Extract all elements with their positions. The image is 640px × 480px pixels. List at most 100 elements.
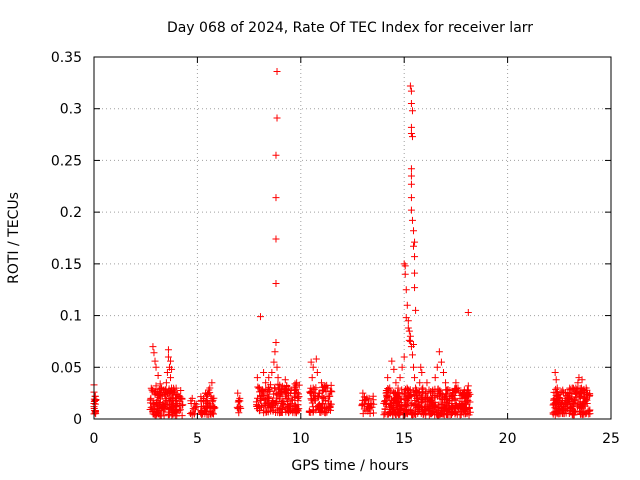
data-point [562,396,570,404]
data-point [406,392,414,400]
data-point [414,403,422,411]
data-point [187,399,195,407]
data-point [260,368,268,376]
data-point [306,388,314,396]
data-point [425,398,433,406]
x-tick-label: 25 [602,431,620,447]
data-point [161,386,169,394]
data-point [308,374,316,382]
data-point [464,382,472,390]
data-point [260,389,268,397]
data-point [439,368,447,376]
data-point [315,389,323,397]
data-point [406,332,414,340]
axis-ticks [93,56,612,420]
data-point [457,410,465,418]
data-point [292,386,300,394]
data-point [462,389,470,397]
data-point [410,242,418,250]
data-point [280,384,288,392]
data-point [578,410,586,418]
data-point [190,410,198,418]
data-point [158,392,166,400]
data-point [408,216,416,224]
data-point [394,389,402,397]
data-points [90,67,594,420]
data-point [154,372,162,380]
data-point [176,402,184,410]
data-point [403,301,411,309]
data-point [557,403,565,411]
data-point [281,403,289,411]
data-point [154,403,162,411]
data-point [322,396,330,404]
data-point [435,348,443,356]
y-tick-label: 0.05 [51,360,82,376]
x-tick-label: 10 [292,431,310,447]
data-point [559,389,567,397]
data-point [431,374,439,382]
data-point [156,380,164,388]
data-point [400,353,408,361]
data-point [433,363,441,371]
data-point [571,396,579,404]
data-point [91,392,99,400]
data-point [262,379,270,387]
data-point [412,384,420,392]
data-point [294,394,302,402]
data-point [410,227,418,235]
data-point [295,405,303,413]
data-point [407,180,415,188]
data-point [552,376,560,384]
data-point [286,389,294,397]
data-point [570,399,578,407]
data-point [464,308,472,316]
data-point [555,394,563,402]
data-point [208,379,216,387]
data-point [327,387,335,395]
data-point [293,379,301,387]
data-point [171,388,179,396]
data-point [411,238,419,246]
data-point [386,384,394,392]
data-point [273,114,281,122]
data-point [397,405,405,413]
data-point [176,406,184,414]
data-point [398,363,406,371]
data-point [448,409,456,417]
data-point [407,123,415,131]
data-point [273,363,281,371]
data-point [451,395,459,403]
data-point [566,394,574,402]
data-point [367,399,375,407]
data-point [576,403,584,411]
data-point [309,363,317,371]
data-point [425,386,433,394]
data-point [325,402,333,410]
data-point [444,386,452,394]
data-point [413,403,421,411]
data-point [453,401,461,409]
data-point [152,363,160,371]
data-point [178,395,186,403]
data-point [310,385,318,393]
data-point [168,384,176,392]
data-point [204,411,212,419]
data-point [164,353,172,361]
data-point [388,357,396,365]
data-point [410,341,418,349]
plot-frame [93,56,612,420]
data-point [422,388,430,396]
data-point [408,133,416,141]
data-point [390,365,398,373]
data-point [327,406,335,414]
data-point [165,410,173,418]
data-point [576,389,584,397]
data-point [291,384,299,392]
data-point [552,385,560,393]
data-point [429,389,437,397]
data-point [313,368,321,376]
data-point [258,403,266,411]
data-point [401,262,409,270]
data-point [149,343,157,351]
